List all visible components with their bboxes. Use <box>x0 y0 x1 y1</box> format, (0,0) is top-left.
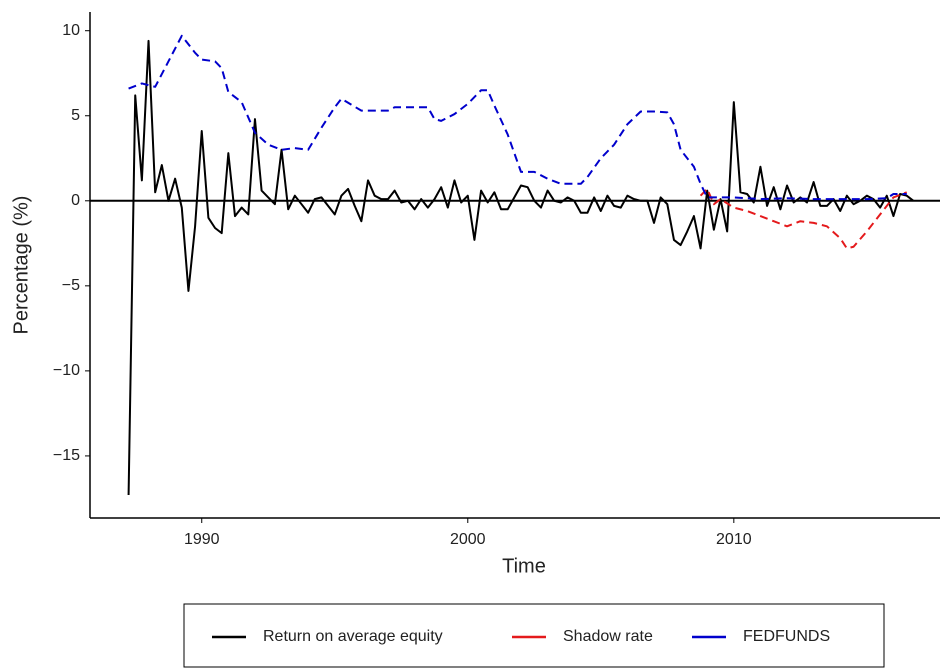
x-tick-label: 2010 <box>716 531 752 548</box>
series-line <box>127 39 915 496</box>
y-tick-label: 5 <box>71 107 80 124</box>
legend-box <box>183 603 885 668</box>
x-axis-label: Time <box>502 555 546 577</box>
series-line <box>128 34 907 201</box>
y-tick-label: 10 <box>62 22 80 39</box>
x-tick-label: 1990 <box>184 531 220 548</box>
x-tick-label: 2000 <box>450 531 486 548</box>
y-tick-label: −10 <box>53 362 80 379</box>
y-axis-label: Percentage (%) <box>10 196 32 335</box>
series-line <box>699 187 908 250</box>
legend-label: Return on average equity <box>263 628 443 645</box>
legend-label: FEDFUNDS <box>743 628 830 645</box>
y-tick-label: −15 <box>53 447 80 464</box>
y-tick-label: 0 <box>71 192 80 209</box>
y-tick-label: −5 <box>62 277 80 294</box>
legend-label: Shadow rate <box>563 628 653 645</box>
